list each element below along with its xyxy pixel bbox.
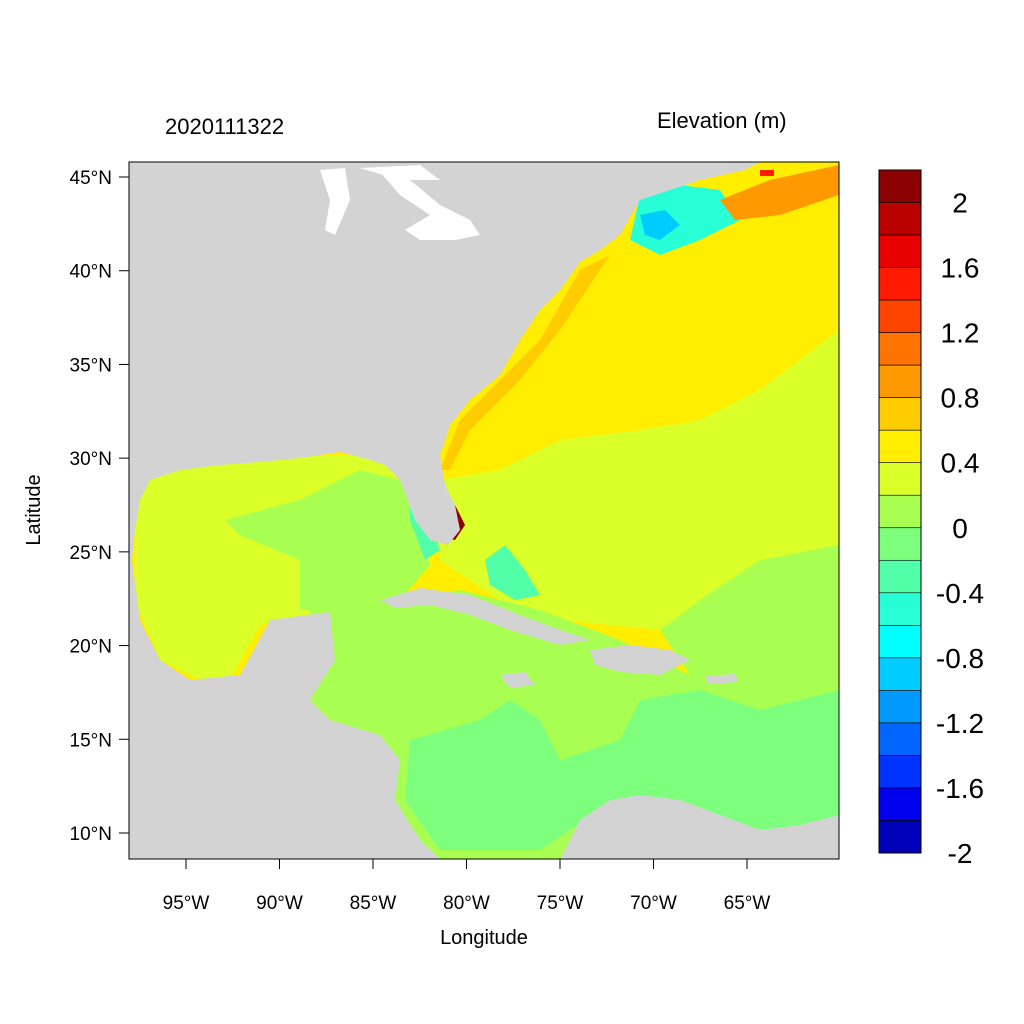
colorbar-label: 0.4 <box>941 448 980 479</box>
colorbar-label: -0.8 <box>936 643 984 674</box>
plot-frame <box>128 161 840 860</box>
colorbar-bin <box>878 787 922 821</box>
colorbar-bin <box>878 169 922 203</box>
y-tick-label: 25°N <box>70 543 112 564</box>
puerto-rico <box>705 674 738 684</box>
map-panel <box>129 162 839 859</box>
x-axis-title: Longitude <box>440 927 528 949</box>
southeast-coast-orange <box>440 255 610 470</box>
subtropical-atlantic <box>440 330 839 630</box>
timestamp-label: 2020111322 <box>165 114 284 139</box>
colorbar-labels: 2 1.6 1.2 0.8 0.4 0 -0.4 -0.8 -1.2 -1.6 -2 <box>936 188 984 869</box>
colorbar-bin <box>878 202 922 236</box>
nova-scotia-orange <box>720 165 839 220</box>
x-tick-label: 75°W <box>537 893 584 914</box>
colorbar-bin <box>878 722 922 756</box>
colorbar-label: 0 <box>952 513 968 544</box>
colorbar-bin <box>878 527 922 561</box>
colorbar-label: -1.2 <box>936 708 984 739</box>
y-tick-label: 45°N <box>70 168 112 189</box>
y-tick-label: 20°N <box>70 637 112 658</box>
surge-patch-north <box>760 170 774 176</box>
colorbar-bin <box>878 234 922 268</box>
x-axis-ticks: 95°W 90°W 85°W 80°W 75°W 70°W 65°W <box>163 859 771 914</box>
x-tick-label: 85°W <box>350 893 397 914</box>
y-axis-ticks: 10°N 15°N 20°N 25°N 30°N 35°N 40°N 45°N <box>70 168 129 845</box>
colorbar-bin <box>878 397 922 431</box>
colorbar-label: 1.2 <box>941 318 980 349</box>
colorbar-bin <box>878 559 922 594</box>
x-tick-label: 95°W <box>163 893 210 914</box>
x-tick-label: 65°W <box>724 893 771 914</box>
colorbar-bin <box>878 820 922 854</box>
y-tick-label: 30°N <box>70 449 112 470</box>
colorbar-bin <box>878 690 922 724</box>
colorbar-label: -1.6 <box>936 773 984 804</box>
yucatan-land <box>240 612 335 700</box>
x-tick-label: 90°W <box>256 893 303 914</box>
colorbar-bin <box>878 364 922 398</box>
colorbar-label: -2 <box>948 838 973 869</box>
y-tick-label: 40°N <box>70 262 112 283</box>
variable-label: Elevation (m) <box>657 108 787 133</box>
x-tick-label: 70°W <box>630 893 677 914</box>
bahamas-low <box>485 545 540 600</box>
colorbar-label: 2 <box>952 188 968 219</box>
colorbar-bin <box>878 592 922 626</box>
colorbar-bin <box>878 267 922 301</box>
caribbean-green-core <box>405 690 839 850</box>
y-axis-title: Latitude <box>23 474 45 545</box>
colorbar-bin <box>878 755 922 789</box>
colorbar-bin <box>878 299 922 333</box>
colorbar-bin <box>878 494 922 529</box>
colorbar-bin <box>878 462 922 496</box>
gulf-of-maine-core <box>640 210 680 240</box>
gulf-green-core <box>225 470 430 610</box>
hispaniola <box>590 645 690 675</box>
colorbar-label: -0.4 <box>936 578 984 609</box>
x-tick-label: 80°W <box>443 893 490 914</box>
south-america-land <box>560 795 839 859</box>
cuba <box>380 588 590 645</box>
colorbar-label: 0.8 <box>941 383 980 414</box>
colorbar-bin <box>878 657 922 691</box>
jamaica <box>500 672 535 688</box>
colorbar-bin <box>878 332 922 366</box>
colorbar-bin <box>878 429 922 464</box>
y-tick-label: 35°N <box>70 355 112 376</box>
colorbar-frame <box>878 169 922 854</box>
y-tick-label: 15°N <box>70 730 112 751</box>
y-tick-label: 10°N <box>70 824 112 845</box>
atlantic-green-band <box>660 545 839 720</box>
great-lakes <box>320 165 480 240</box>
colorbar <box>878 169 922 854</box>
colorbar-bin <box>878 625 922 659</box>
colorbar-label: 1.6 <box>941 253 980 284</box>
